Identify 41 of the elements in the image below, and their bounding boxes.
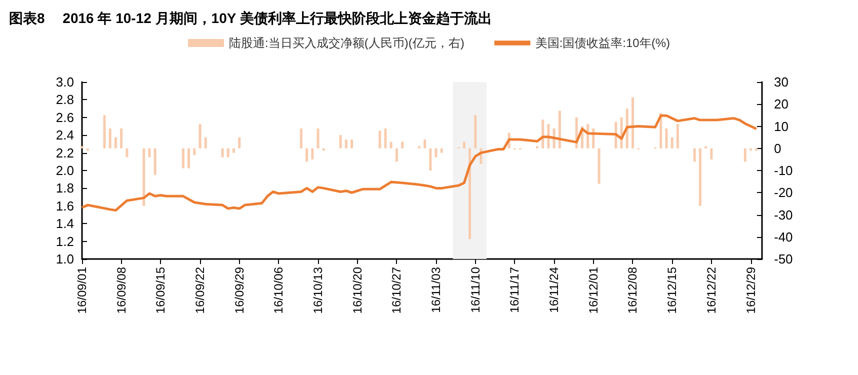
y2-tick-label: 30 — [774, 74, 788, 90]
y2-tick-label: -30 — [774, 207, 793, 222]
y-tick-label: 2.2 — [56, 145, 74, 160]
y2-tick-label: 0 — [774, 140, 782, 156]
legend-label: 美国:国债收益率:10年(%) — [535, 36, 670, 50]
y2-tick-label: -10 — [774, 163, 793, 178]
y-tick-label: 1.6 — [56, 198, 74, 214]
y-tick-label: 2.0 — [56, 163, 74, 178]
x-tick-label: 16/12/01 — [586, 266, 600, 314]
y2-tick-label: 10 — [774, 118, 788, 134]
x-tick-label: 16/10/13 — [311, 266, 326, 314]
y-tick-label: 1.2 — [56, 234, 74, 249]
y-tick-label: 2.6 — [56, 110, 74, 125]
y-tick-label: 1.0 — [56, 252, 74, 266]
y-tick-label: 3.0 — [56, 74, 74, 90]
x-tick-label: 16/12/22 — [704, 266, 718, 314]
y-tick-label: 2.4 — [56, 128, 74, 143]
x-tick-label: 16/11/24 — [547, 266, 562, 313]
x-tick-label: 16/10/20 — [350, 266, 364, 314]
y-tick-label: 1.8 — [56, 180, 74, 196]
y-tick-label: 2.8 — [56, 92, 74, 108]
x-tick-label: 16/11/03 — [429, 266, 444, 313]
x-tick-label: 16/11/10 — [468, 266, 482, 313]
y2-tick-label: -20 — [774, 185, 793, 200]
y2-tick-label: 20 — [774, 96, 788, 112]
x-tick-label: 16/10/06 — [272, 266, 286, 314]
legend-label: 陆股通:当日买入成交净额(人民币)(亿元，右) — [229, 36, 464, 50]
x-tick-label: 16/12/15 — [665, 266, 680, 314]
x-tick-label: 16/09/08 — [114, 266, 128, 314]
y2-tick-label: -40 — [774, 229, 793, 244]
x-tick-label: 16/09/15 — [154, 266, 168, 314]
x-tick-label: 16/09/22 — [193, 266, 208, 314]
x-tick-label: 16/12/29 — [744, 266, 758, 314]
y-tick-label: 1.4 — [56, 216, 74, 232]
x-tick-label: 16/11/17 — [508, 266, 522, 313]
x-tick-label: 16/09/29 — [232, 266, 246, 314]
y2-tick-label: -50 — [774, 252, 793, 266]
chart-title: 图表8 2016 年 10-12 月期间，10Y 美债利率上行最快阶段北上资金趋于流出 — [9, 10, 492, 26]
x-tick-label: 16/12/08 — [626, 266, 640, 314]
x-tick-label: 16/10/27 — [390, 266, 404, 314]
x-tick-label: 16/09/01 — [75, 266, 89, 314]
